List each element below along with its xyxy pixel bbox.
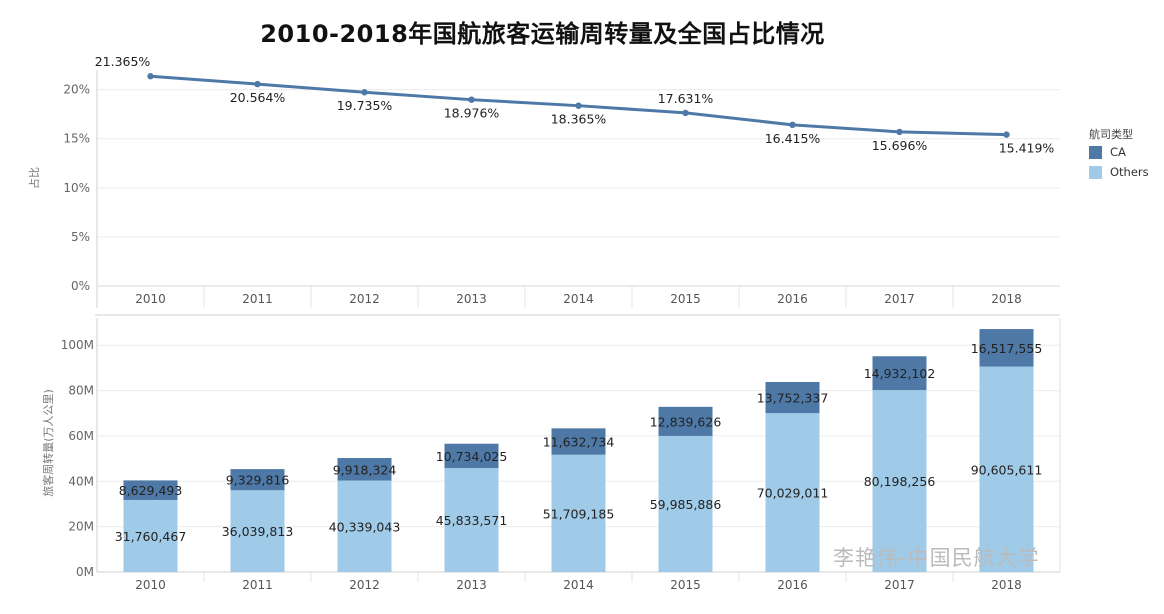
- line-xtick-label: 2015: [670, 292, 701, 306]
- bar-ca-label: 12,839,626: [650, 414, 722, 429]
- line-point: [682, 109, 689, 117]
- line-ytick-label: 10%: [63, 181, 90, 195]
- line-ytick-label: 0%: [71, 279, 90, 293]
- line-data-label: 20.564%: [230, 90, 286, 105]
- line-xtick-label: 2013: [456, 292, 487, 306]
- bar-others-label: 36,039,813: [222, 524, 294, 539]
- bar-ytick-label: 20M: [68, 520, 94, 534]
- bar-others-label: 70,029,011: [757, 486, 829, 501]
- bar-xtick-label: 2010: [135, 578, 166, 592]
- line-data-label: 17.631%: [658, 91, 714, 106]
- line-data-label: 15.419%: [999, 141, 1055, 156]
- bar-ca: [765, 381, 820, 414]
- bar-xtick-label: 2016: [777, 578, 808, 592]
- bar-ytick-label: 100M: [61, 338, 94, 352]
- bar-ca-label: 13,752,337: [757, 391, 829, 406]
- bar-ytick-label: 0M: [76, 565, 94, 579]
- line-ytick-label: 5%: [71, 230, 90, 244]
- bar-xtick-label: 2017: [884, 578, 915, 592]
- bar-others-label: 51,709,185: [543, 506, 615, 521]
- bar-others-label: 40,339,043: [329, 519, 401, 534]
- bar-ca-label: 9,329,816: [226, 473, 290, 488]
- line-ytick-label: 15%: [63, 132, 90, 146]
- bar-ca-label: 16,517,555: [971, 341, 1043, 356]
- bar-others: [551, 454, 606, 572]
- legend-label-ca: CA: [1110, 145, 1126, 159]
- bar-ca-label: 9,918,324: [333, 462, 397, 477]
- bar-others-label: 59,985,886: [650, 497, 722, 512]
- bar-ca-label: 10,734,025: [436, 449, 508, 464]
- line-point: [789, 121, 796, 129]
- bar-ca-label: 14,932,102: [864, 366, 936, 381]
- bar-others: [765, 413, 820, 572]
- line-xtick-label: 2010: [135, 292, 166, 306]
- line-data-label: 19.735%: [337, 98, 393, 113]
- line-point: [468, 96, 475, 103]
- bar-xtick-label: 2018: [991, 578, 1022, 592]
- line-ylabel: 占比: [27, 167, 41, 189]
- line-point: [361, 89, 368, 96]
- bar-ca: [123, 480, 178, 500]
- bar-xtick-label: 2011: [242, 578, 273, 592]
- bar-others: [658, 435, 713, 572]
- line-ytick-label: 20%: [63, 83, 90, 97]
- legend-title: 航司类型: [1089, 128, 1133, 141]
- bar-ytick-label: 60M: [68, 429, 94, 443]
- line-xtick-label: 2018: [991, 292, 1022, 306]
- bar-xtick-label: 2012: [349, 578, 380, 592]
- bar-ca: [444, 443, 499, 469]
- bar-others-label: 80,198,256: [864, 474, 936, 489]
- legend-swatch-others: [1089, 165, 1102, 179]
- bar-ca-label: 8,629,493: [119, 483, 183, 498]
- bar-ca: [551, 428, 606, 455]
- bar-xtick-label: 2015: [670, 578, 701, 592]
- bar-others: [444, 468, 499, 572]
- line-data-label: 16.415%: [765, 131, 821, 146]
- bar-ytick-label: 40M: [68, 474, 94, 488]
- line-xtick-label: 2012: [349, 292, 380, 306]
- bar-others: [979, 366, 1034, 572]
- line-data-label: 21.365%: [95, 54, 151, 69]
- bar-xtick-label: 2013: [456, 578, 487, 592]
- line-xtick-label: 2017: [884, 292, 915, 306]
- line-data-label: 18.976%: [444, 106, 500, 121]
- bar-ca-label: 11,632,734: [543, 435, 615, 450]
- line-point: [147, 73, 154, 80]
- bar-ca: [337, 458, 392, 481]
- bar-ca: [872, 356, 927, 391]
- bar-ylabel: 旅客周转量(万人公里): [41, 389, 55, 497]
- bar-ca: [658, 406, 713, 436]
- line-data-label: 15.696%: [872, 138, 928, 153]
- line-point: [1003, 131, 1010, 138]
- bar-others: [123, 499, 178, 572]
- line-point: [254, 80, 261, 88]
- bar-others-label: 90,605,611: [971, 462, 1043, 477]
- line-point: [575, 102, 582, 109]
- bar-others: [872, 390, 927, 572]
- legend-item-others[interactable]: Others: [1089, 165, 1149, 179]
- line-data-label: 18.365%: [551, 112, 607, 127]
- bar-others: [337, 480, 392, 572]
- legend-swatch-ca: [1089, 145, 1102, 159]
- line-xtick-label: 2016: [777, 292, 808, 306]
- bar-xtick-label: 2014: [563, 578, 594, 592]
- line-xtick-label: 2011: [242, 292, 273, 306]
- watermark: 李艳伟-中国民航大学: [833, 546, 1040, 570]
- bar-others-label: 45,833,571: [436, 513, 508, 528]
- chart-title: 2010-2018年国航旅客运输周转量及全国占比情况: [260, 20, 825, 48]
- bar-others-label: 31,760,467: [115, 529, 187, 544]
- line-xtick-label: 2014: [563, 292, 594, 306]
- line-point: [896, 128, 903, 136]
- legend-label-others: Others: [1110, 165, 1149, 179]
- bar-ca: [979, 329, 1034, 367]
- legend-item-ca[interactable]: CA: [1089, 145, 1126, 159]
- bar-others: [230, 490, 285, 572]
- bar-ytick-label: 80M: [68, 384, 94, 398]
- bar-ca: [230, 469, 285, 491]
